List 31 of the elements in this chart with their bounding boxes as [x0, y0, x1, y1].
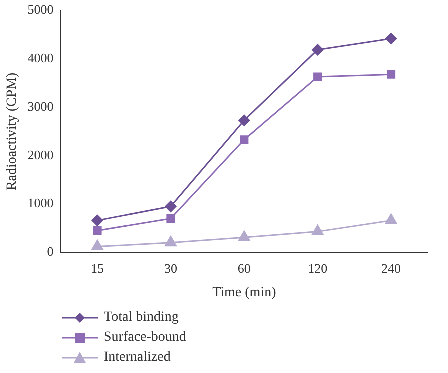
point [386, 33, 398, 45]
point [93, 226, 102, 236]
y-tick-label: 2000 [28, 147, 54, 162]
x-axis-title: Time (min) [212, 285, 277, 300]
x-tick-label: 120 [308, 260, 328, 276]
point [92, 214, 104, 226]
x-tick-label: 240 [382, 260, 402, 276]
point [238, 230, 250, 242]
x-tick-label: 30 [164, 260, 178, 276]
point [165, 200, 177, 212]
point [386, 70, 396, 79]
legend-label: Total binding [104, 310, 179, 326]
point [238, 114, 250, 126]
y-tick-label: 3000 [28, 98, 54, 114]
point [165, 236, 177, 247]
x-tick-label: 60 [238, 260, 251, 276]
y-axis-title: Radioactivity (CPM) [5, 72, 20, 191]
point [314, 72, 322, 82]
point [92, 240, 104, 251]
point [312, 225, 324, 236]
y-tick-label: 0 [47, 244, 54, 260]
y-tick-label: 4000 [28, 50, 54, 66]
x-tick-label: 15 [91, 260, 104, 276]
point [166, 214, 176, 224]
y-tick-label: 1000 [28, 196, 54, 211]
point [385, 214, 398, 224]
legend-label: Surface-bound [104, 330, 186, 346]
point [240, 136, 249, 144]
y-tick-label: 5000 [28, 2, 54, 18]
point [312, 44, 324, 56]
legend-label: Internalized [104, 350, 171, 366]
